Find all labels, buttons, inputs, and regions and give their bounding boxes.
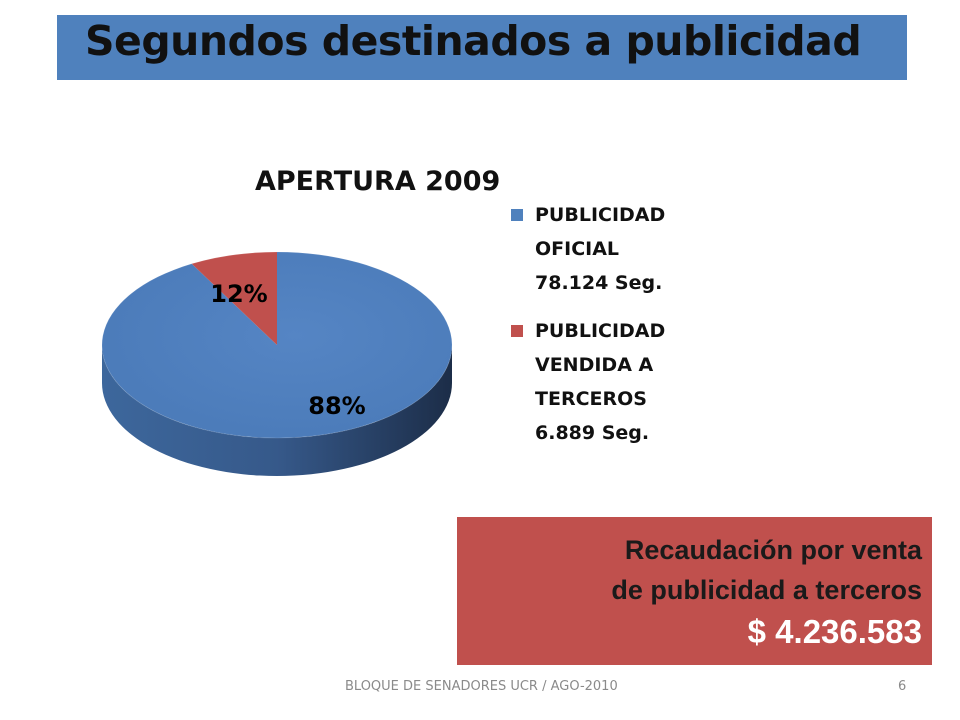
legend-text: TERCEROS bbox=[535, 388, 647, 410]
slide-title: Segundos destinados a publicidad bbox=[85, 17, 862, 65]
legend-text: PUBLICIDAD bbox=[535, 320, 666, 342]
legend-text: VENDIDA A bbox=[535, 354, 654, 376]
title-banner bbox=[57, 15, 907, 80]
legend-text: 78.124 Seg. bbox=[535, 272, 663, 294]
legend-swatch-terceros bbox=[511, 325, 523, 337]
pie-slice-terceros bbox=[191, 252, 277, 345]
legend-item-oficial: PUBLICIDAD OFICIAL 78.124 Seg. bbox=[511, 198, 731, 300]
chart-title: APERTURA 2009 bbox=[255, 166, 501, 197]
footer-text: BLOQUE DE SENADORES UCR / AGO-2010 bbox=[345, 679, 618, 694]
legend-text: 6.889 Seg. bbox=[535, 422, 650, 444]
legend-text: OFICIAL bbox=[535, 238, 620, 260]
pie-label-terceros: 12% bbox=[210, 280, 267, 308]
revenue-box-line2: de publicidad a terceros bbox=[611, 575, 922, 605]
legend-item-terceros: PUBLICIDAD VENDIDA A TERCEROS 6.889 Seg. bbox=[511, 314, 731, 450]
pie-slice-oficial bbox=[102, 252, 453, 438]
revenue-box: Recaudación por venta de publicidad a te… bbox=[457, 517, 932, 665]
pie-label-oficial: 88% bbox=[308, 392, 365, 420]
pie-slice-side-oficial bbox=[102, 345, 452, 476]
revenue-box-line1: Recaudación por venta bbox=[624, 535, 922, 565]
pie-rim bbox=[101, 251, 453, 439]
legend-text: PUBLICIDAD bbox=[535, 204, 666, 226]
chart-legend: PUBLICIDAD OFICIAL 78.124 Seg. PUBLICIDA… bbox=[511, 198, 731, 464]
page-number: 6 bbox=[898, 679, 907, 694]
revenue-amount: $ 4.236.583 bbox=[747, 613, 922, 650]
legend-swatch-oficial bbox=[511, 209, 523, 221]
